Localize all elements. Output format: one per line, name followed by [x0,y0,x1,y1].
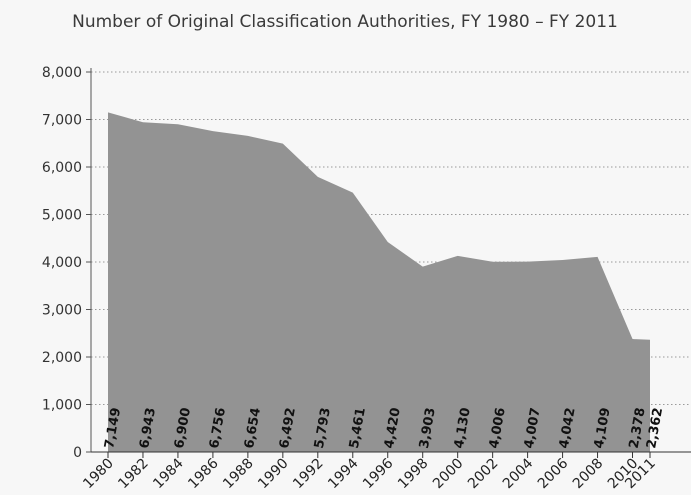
data-label: 4,109 [592,407,614,450]
x-axis: 1980198219841986198819901992199419961998… [80,451,691,493]
data-label: 5,793 [312,407,334,450]
x-tick-label: 1986 [185,455,222,492]
x-tick-label: 1980 [80,456,117,493]
x-tick-label: 2004 [500,455,537,492]
y-tick-label: 5,000 [42,208,82,224]
chart-title: Number of Original Classification Author… [72,12,618,32]
data-labels: 7,149 6,943 6,900 6,756 6,654 6,492 5,793 5,461… [102,407,666,450]
y-tick-label: 4,000 [42,255,82,271]
data-label: 5,461 [347,407,369,450]
data-label: 3,903 [417,407,439,450]
data-label: 2,378 [627,407,649,450]
y-tick-label: 6,000 [42,160,82,176]
x-tick-label: 1990 [255,456,292,493]
x-tick-label: 1992 [290,456,327,493]
x-tick-label: 2002 [465,456,502,493]
data-label: 6,492 [277,407,299,450]
y-tick-label: 8,000 [42,65,82,81]
x-tick-label: 1982 [115,456,152,493]
y-tick-label: 7,000 [42,113,82,129]
x-tick-label: 1988 [220,456,257,493]
y-tick-label: 0 [73,445,82,461]
data-label: 4,042 [557,407,579,450]
data-label: 6,654 [242,407,264,450]
data-label: 6,900 [172,407,194,450]
x-tick-label: 1996 [360,455,397,492]
data-label: 6,756 [207,407,229,450]
data-label: 6,943 [137,407,159,450]
data-label: 4,420 [382,407,404,450]
y-tick-label: 1,000 [42,398,82,414]
area-fill [108,112,650,453]
y-tick-label: 3,000 [42,303,82,319]
x-tick-label: 1984 [150,455,187,492]
x-tick-label: 2008 [570,456,607,493]
x-tick-label: 2000 [430,456,467,493]
y-tick-label: 2,000 [42,350,82,366]
y-axis: 0 1,000 2,000 3,000 4,000 5,000 6,000 7,000 8,00… [42,65,92,461]
data-label: 4,007 [522,407,544,450]
data-label: 4,006 [487,407,509,450]
x-tick-label: 1998 [395,456,432,493]
x-tick-label: 2006 [535,455,572,492]
data-label: 2,362 [644,407,666,450]
data-label: 7,149 [102,407,124,450]
data-label: 4,130 [452,407,474,450]
area-series [108,112,650,453]
x-tick-label: 1994 [325,455,362,492]
